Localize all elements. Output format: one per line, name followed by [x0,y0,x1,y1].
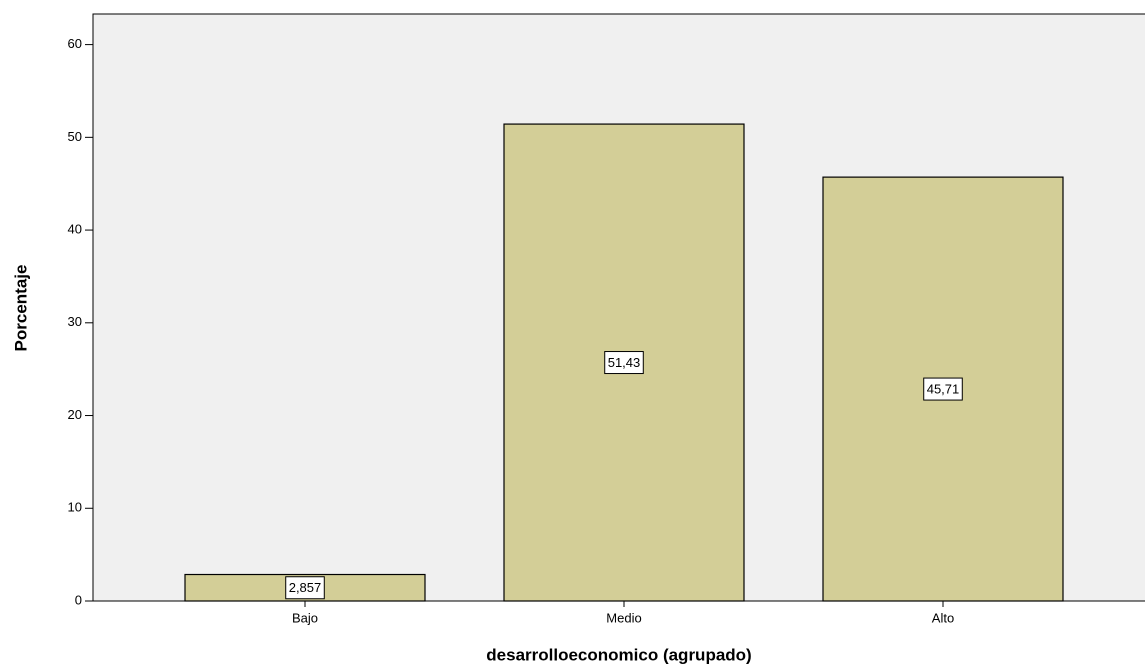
y-tick-label: 10 [68,500,82,515]
y-tick-label: 50 [68,129,82,144]
y-axis-title: Porcentaje [11,265,30,352]
value-label-box [285,576,325,600]
y-tick-label: 30 [68,314,82,329]
value-label-box [604,351,644,375]
value-label: 45,71 [927,381,960,396]
y-tick-label: 40 [68,222,82,237]
value-label-box [923,377,963,401]
value-label: 2,857 [289,580,322,595]
x-tick-label: Bajo [292,610,318,625]
value-label: 51,43 [608,355,641,370]
y-tick-label: 0 [75,592,82,607]
y-tick-label: 20 [68,407,82,422]
x-axis-title: desarrolloeconomico (agrupado) [486,645,751,664]
y-tick-label: 60 [68,36,82,51]
x-tick-label: Alto [932,610,954,625]
x-tick-label: Medio [606,610,641,625]
